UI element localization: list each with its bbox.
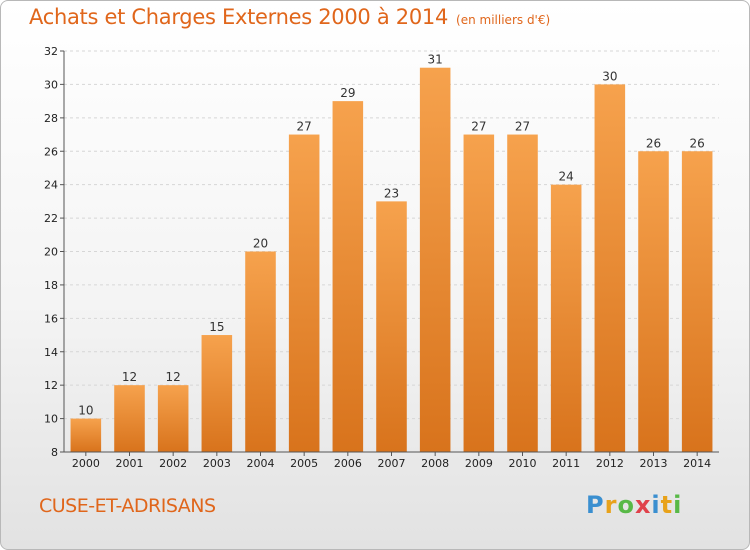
- bar-2006: [332, 101, 364, 452]
- x-tick-label: 2005: [290, 457, 318, 470]
- y-tick-label: 28: [44, 112, 58, 125]
- bar-2000: [70, 418, 102, 452]
- bar-2002: [157, 385, 189, 452]
- x-tick-label: 2009: [465, 457, 493, 470]
- value-label: 12: [122, 370, 137, 384]
- bar-2001: [114, 385, 145, 452]
- town-name: CUSE-ET-ADRISANS: [39, 495, 216, 517]
- bar-2009: [463, 134, 495, 452]
- proxiti-logo: Proxiti: [586, 491, 682, 519]
- logo-letter: i: [673, 491, 683, 519]
- y-tick-label: 14: [44, 346, 58, 359]
- y-tick-label: 26: [44, 145, 58, 158]
- value-label: 27: [297, 120, 312, 134]
- x-tick-label: 2010: [509, 457, 537, 470]
- value-label: 20: [253, 237, 268, 251]
- bar-layer: 10 12 12 15 20 27 29 23 31 27 27 24 30 26 26: [70, 53, 713, 453]
- value-label: 27: [515, 120, 530, 134]
- axis-layer: 8 10 12 14 16 18 20 22 24 26 28 30 32 2000 2001 2002 200…: [44, 45, 719, 470]
- x-tick-label: 2000: [72, 457, 100, 470]
- x-tick-label: 2002: [159, 457, 187, 470]
- y-tick-label: 12: [44, 379, 58, 392]
- x-tick-label: 2011: [552, 457, 580, 470]
- y-tick-label: 30: [44, 78, 58, 91]
- x-tick-label: 2014: [683, 457, 711, 470]
- bar-2004: [245, 251, 276, 452]
- logo-letter: x: [634, 491, 652, 519]
- bar-2008: [419, 67, 451, 452]
- x-tick-label: 2003: [203, 457, 231, 470]
- value-label: 27: [471, 120, 486, 134]
- logo-letter: r: [604, 491, 618, 519]
- bar-2003: [201, 335, 233, 452]
- y-tick-label: 8: [51, 446, 58, 459]
- y-tick-label: 24: [44, 179, 58, 192]
- bar-2007: [376, 201, 407, 452]
- x-tick-label: 2007: [378, 457, 406, 470]
- y-tick-label: 10: [44, 413, 58, 426]
- value-label: 10: [78, 404, 93, 418]
- value-label: 31: [428, 53, 443, 67]
- chart-title: Achats et Charges Externes 2000 à 2014: [29, 5, 449, 29]
- logo-letter: P: [586, 491, 605, 519]
- x-tick-label: 2006: [334, 457, 362, 470]
- x-tick-label: 2004: [247, 457, 275, 470]
- bar-2011: [550, 184, 582, 452]
- value-label: 29: [340, 86, 355, 100]
- logo-letter: o: [617, 491, 635, 519]
- value-label: 15: [209, 320, 224, 334]
- bar-2014: [681, 151, 713, 452]
- bar-2012: [594, 84, 626, 453]
- y-tick-label: 20: [44, 246, 58, 259]
- bar-2010: [507, 134, 538, 452]
- value-label: 30: [602, 69, 617, 83]
- bar-2005: [288, 134, 320, 452]
- x-tick-label: 2001: [116, 457, 144, 470]
- value-label: 26: [646, 136, 661, 150]
- x-tick-label: 2012: [596, 457, 624, 470]
- title-row: Achats et Charges Externes 2000 à 2014 (e…: [29, 5, 550, 29]
- value-label: 26: [690, 136, 705, 150]
- value-label: 23: [384, 186, 399, 200]
- y-tick-label: 16: [44, 312, 58, 325]
- value-label: 24: [559, 170, 574, 184]
- chart-unit: (en milliers d'€): [456, 13, 551, 27]
- logo-letter: t: [660, 491, 674, 519]
- y-tick-label: 18: [44, 279, 58, 292]
- x-tick-label: 2008: [421, 457, 449, 470]
- y-tick-label: 32: [44, 45, 58, 58]
- y-tick-label: 22: [44, 212, 58, 225]
- value-label: 12: [166, 370, 181, 384]
- x-tick-label: 2013: [640, 457, 668, 470]
- bar-2013: [638, 151, 669, 452]
- logo-letter: i: [651, 491, 661, 519]
